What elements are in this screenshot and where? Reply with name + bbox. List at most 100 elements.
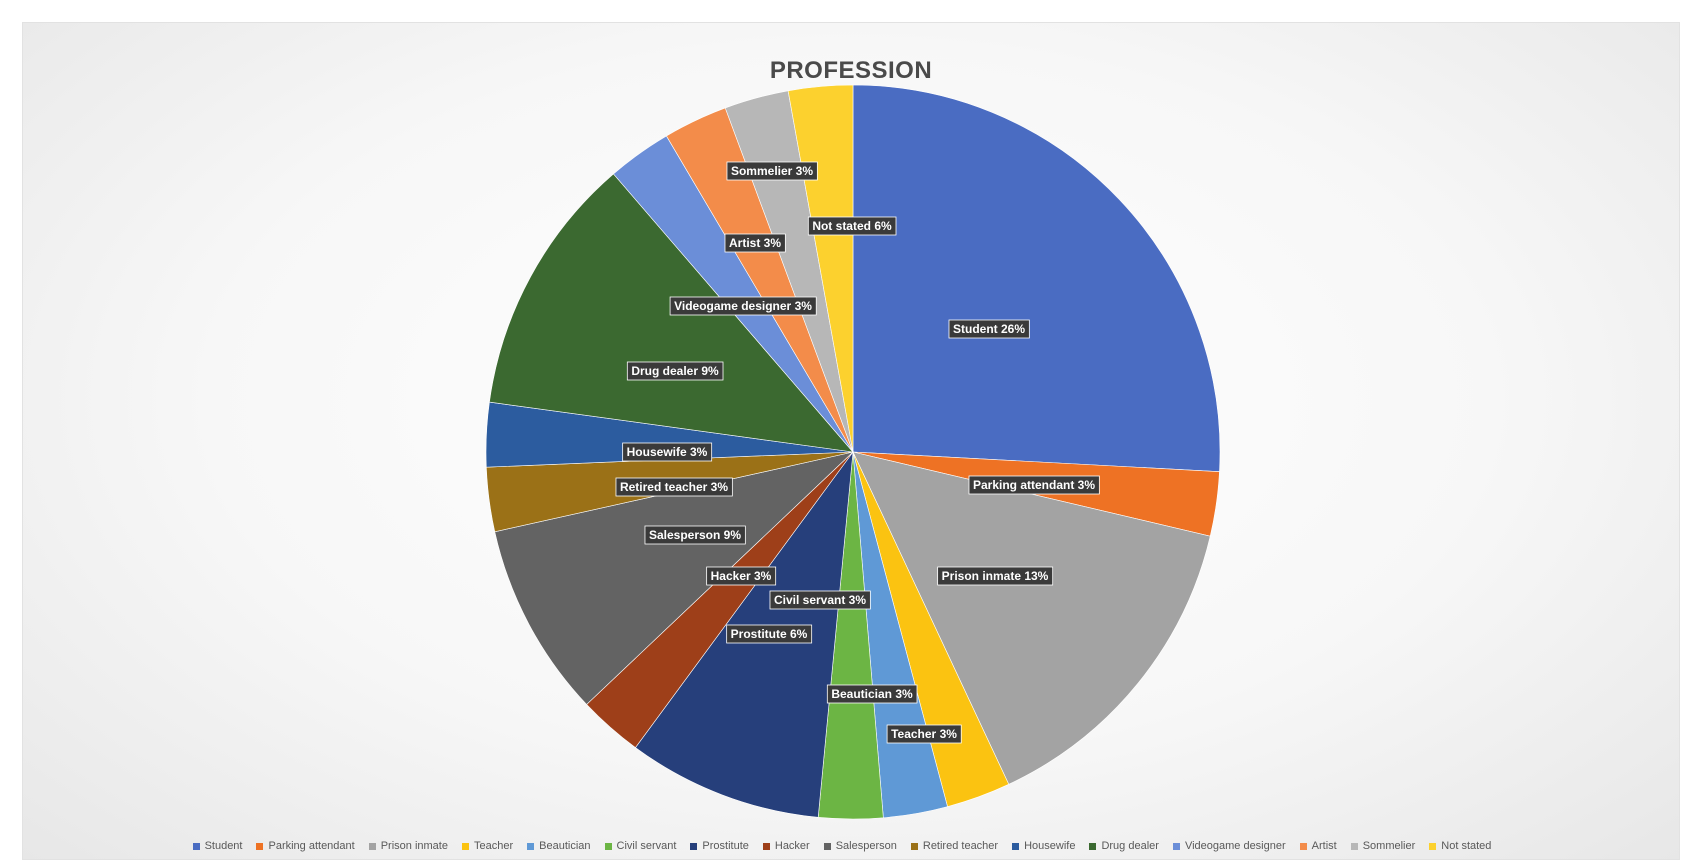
- data-label: Prostitute 6%: [726, 624, 813, 644]
- legend-item: Salesperson: [823, 840, 897, 852]
- data-label-text: Retired teacher 3%: [620, 480, 728, 494]
- legend-swatch: [1089, 842, 1097, 850]
- data-label-box: [706, 566, 777, 586]
- data-label: Housewife 3%: [622, 442, 713, 462]
- legend-swatch: [910, 842, 918, 850]
- data-label-box: [726, 161, 818, 181]
- data-label: Salesperson 9%: [644, 525, 746, 545]
- legend-item: Civil servant: [604, 840, 677, 852]
- legend-swatch: [461, 842, 469, 850]
- data-label-box: [769, 590, 871, 610]
- data-label-box: [826, 684, 918, 704]
- data-label-text: Civil servant 3%: [774, 593, 866, 607]
- data-label-text: Hacker 3%: [711, 569, 772, 583]
- legend-item: Artist: [1299, 840, 1337, 852]
- data-label-box: [807, 216, 897, 236]
- legend-item: Not stated: [1429, 840, 1491, 852]
- data-label: Civil servant 3%: [769, 590, 871, 610]
- legend-swatch: [1012, 842, 1020, 850]
- legend-item: Housewife: [1012, 840, 1075, 852]
- legend-swatch: [1350, 842, 1358, 850]
- legend-label: Prison inmate: [380, 840, 448, 852]
- legend-swatch: [762, 842, 770, 850]
- legend-label: Parking attendant: [268, 840, 355, 852]
- legend-swatch: [368, 842, 376, 850]
- data-label-text: Salesperson 9%: [649, 528, 741, 542]
- data-label-text: Parking attendant 3%: [973, 478, 1095, 492]
- data-label: Parking attendant 3%: [968, 475, 1100, 495]
- data-label-box: [948, 319, 1030, 339]
- legend-item: Prison inmate: [368, 840, 448, 852]
- pie-slice-student: [852, 84, 1221, 472]
- legend-item: Parking attendant: [256, 840, 355, 852]
- legend-swatch: [690, 842, 698, 850]
- legend-label: Drug dealer: [1101, 840, 1159, 852]
- data-label: Artist 3%: [724, 233, 786, 253]
- legend-swatch: [256, 842, 264, 850]
- data-label: Not stated 6%: [807, 216, 897, 236]
- data-label-text: Not stated 6%: [812, 219, 892, 233]
- legend-swatch: [823, 842, 831, 850]
- legend-label: Artist: [1311, 840, 1337, 852]
- data-label-box: [724, 233, 786, 253]
- legend-label: Videogame designer: [1184, 840, 1286, 852]
- data-label-text: Prostitute 6%: [731, 627, 808, 641]
- legend-label: Salesperson: [835, 840, 897, 852]
- data-label: Videogame designer 3%: [669, 296, 817, 316]
- data-label-box: [726, 624, 813, 644]
- data-label: Beautician 3%: [826, 684, 918, 704]
- data-label-text: Videogame designer 3%: [674, 299, 812, 313]
- data-label-box: [937, 566, 1054, 586]
- data-label: Sommelier 3%: [726, 161, 818, 181]
- data-label-text: Prison inmate 13%: [942, 569, 1049, 583]
- legend-item: Teacher: [461, 840, 514, 852]
- data-label-box: [968, 475, 1100, 495]
- data-label-box: [615, 477, 733, 497]
- data-label-box: [622, 442, 713, 462]
- legend-label: Housewife: [1024, 840, 1076, 852]
- data-label: Retired teacher 3%: [615, 477, 733, 497]
- data-label: Student 26%: [948, 319, 1030, 339]
- legend-swatch: [1299, 842, 1307, 850]
- data-label-box: [886, 724, 962, 744]
- data-label: Drug dealer 9%: [626, 361, 724, 381]
- chart-title: PROFESSION: [769, 57, 933, 84]
- legend-label: Hacker: [774, 840, 810, 852]
- legend-label: Not stated: [1441, 840, 1492, 852]
- legend-label: Civil servant: [616, 840, 677, 852]
- legend-label: Retired teacher: [922, 840, 999, 852]
- legend-item: Prostitute: [690, 840, 749, 852]
- legend-item: Drug dealer: [1089, 840, 1159, 852]
- legend-label: Teacher: [473, 840, 514, 852]
- data-label: Prison inmate 13%: [937, 566, 1054, 586]
- data-label-box: [644, 525, 746, 545]
- pie-slice-salesperson: [494, 451, 854, 705]
- legend-swatch: [604, 842, 612, 850]
- data-label-text: Drug dealer 9%: [631, 364, 719, 378]
- legend-item: Videogame designer: [1172, 840, 1286, 852]
- legend-swatch: [1429, 842, 1437, 850]
- pie-slices: [485, 84, 1221, 820]
- chart-legend: Student Parking attendant Prison inmate Tea…: [0, 840, 1684, 852]
- pie-data-labels: Student 26% Parking attendant 3% Prison in…: [615, 161, 1100, 744]
- data-label: Teacher 3%: [886, 724, 962, 744]
- legend-swatch: [1172, 842, 1180, 850]
- legend-swatch: [527, 842, 535, 850]
- data-label-box: [669, 296, 817, 316]
- data-label-text: Housewife 3%: [627, 445, 708, 459]
- data-label-box: [626, 361, 724, 381]
- data-label-text: Artist 3%: [729, 236, 781, 250]
- legend-label: Sommelier: [1362, 840, 1416, 852]
- data-label-text: Beautician 3%: [831, 687, 913, 701]
- legend-item: Student: [192, 840, 242, 852]
- legend-swatch: [192, 842, 200, 850]
- legend-item: Beautician: [527, 840, 591, 852]
- data-label-text: Teacher 3%: [891, 727, 957, 741]
- data-label-text: Student 26%: [953, 322, 1025, 336]
- pie-slice-prison-inmate: [852, 451, 1211, 785]
- legend-item: Retired teacher: [910, 840, 999, 852]
- data-label: Hacker 3%: [706, 566, 777, 586]
- legend-label: Beautician: [539, 840, 591, 852]
- data-label-text: Sommelier 3%: [731, 164, 813, 178]
